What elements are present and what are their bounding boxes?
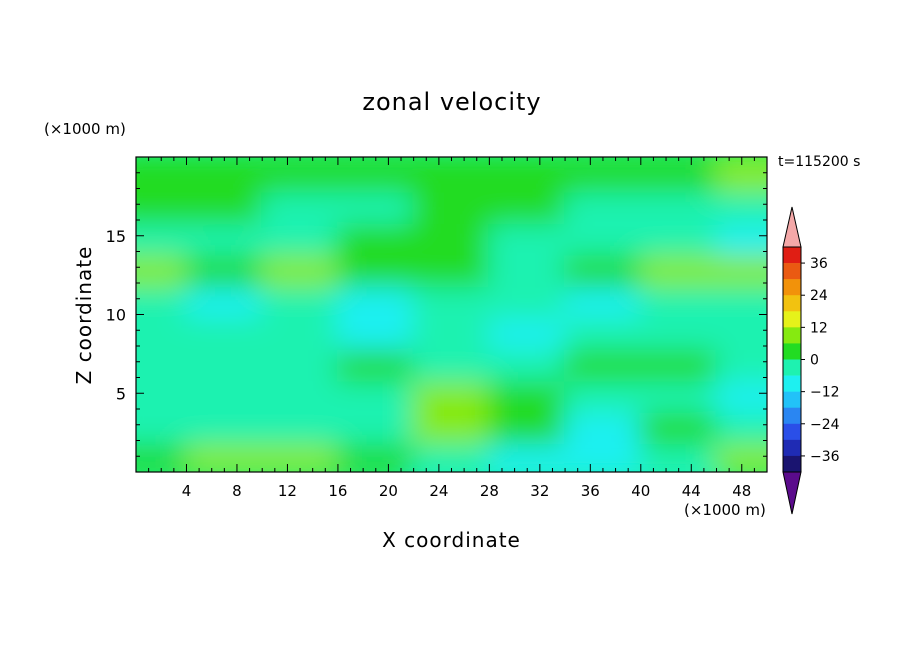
- y-tick-label: 15: [106, 227, 126, 246]
- colorbar-min-arrow: [782, 471, 802, 515]
- colorbar-segment: [783, 279, 801, 296]
- field-cell: [261, 157, 340, 193]
- colorbar-segment: [783, 263, 801, 280]
- x-tick-label: 12: [278, 482, 297, 500]
- x-tick-label: 48: [732, 482, 751, 500]
- field-cell: [563, 157, 642, 193]
- colorbar-segment: [783, 391, 801, 409]
- x-tick-label: 24: [429, 482, 448, 500]
- colorbar-segment: [783, 455, 801, 473]
- colorbar-max-arrow: [782, 206, 802, 248]
- field-cell: [488, 157, 567, 193]
- colorbar-segment: [783, 375, 801, 392]
- colorbar-segment: [783, 359, 801, 376]
- field-cell: [715, 157, 767, 193]
- x-axis-unit: (×1000 m): [684, 501, 766, 519]
- velocity-field: [136, 157, 767, 472]
- colorbar-tick-label: −12: [810, 385, 840, 401]
- x-tick-label: 16: [328, 482, 347, 500]
- x-tick-label: 20: [379, 482, 398, 500]
- field-cell: [639, 157, 718, 193]
- x-tick-label: 36: [581, 482, 600, 500]
- colorbar-tick-label: 24: [810, 288, 828, 304]
- field-cell: [336, 157, 415, 193]
- x-tick-label: 32: [530, 482, 549, 500]
- colorbar-segment: [783, 327, 801, 344]
- colorbar-tick-label: 36: [810, 256, 828, 272]
- colorbar-tick-label: −36: [810, 449, 840, 465]
- time-label: t=115200 s: [778, 154, 861, 170]
- colorbar-tick-label: −24: [810, 417, 840, 433]
- colorbar-segment: [783, 311, 801, 328]
- x-tick-label: 4: [182, 482, 192, 500]
- colorbar-tick-label: 0: [810, 353, 819, 369]
- colorbar-segment: [783, 423, 801, 441]
- chart-title: zonal velocity: [362, 88, 542, 116]
- colorbar-segment: [783, 247, 801, 264]
- field-cells: [136, 157, 767, 472]
- colorbar-segment: [783, 439, 801, 457]
- x-tick-label: 28: [480, 482, 499, 500]
- field-cell: [136, 157, 188, 193]
- y-tick-label: 10: [106, 306, 126, 325]
- colorbar-segment: [783, 407, 801, 425]
- colorbar-tick-label: 12: [810, 320, 828, 336]
- y-tick-label: 5: [116, 384, 126, 403]
- colorbar-segment: [783, 295, 801, 312]
- x-tick-label: 8: [232, 482, 242, 500]
- x-tick-label: 44: [682, 482, 701, 500]
- x-tick-label: 40: [631, 482, 650, 500]
- field-cell: [412, 157, 491, 193]
- colorbar: 36 24 12 0 −12 −24 −36: [782, 206, 840, 515]
- colorbar-segment: [783, 343, 801, 360]
- field-cell: [185, 157, 264, 193]
- y-axis-unit: (×1000 m): [44, 120, 126, 138]
- x-axis-label: X coordinate: [382, 528, 521, 552]
